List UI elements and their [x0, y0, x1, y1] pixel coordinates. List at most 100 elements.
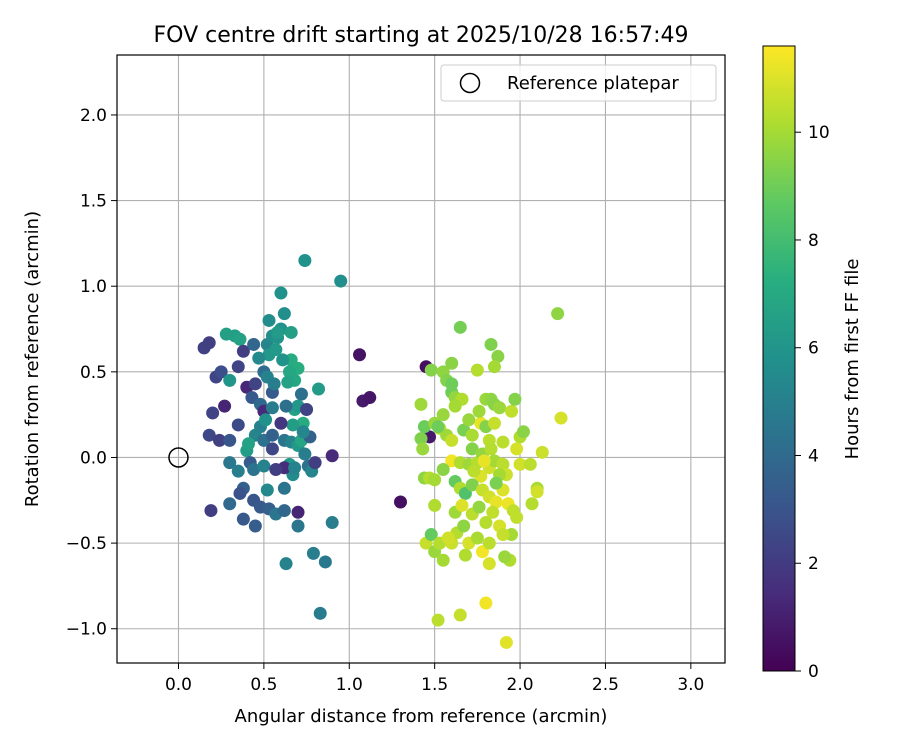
data-point: [436, 462, 450, 476]
data-point: [236, 512, 250, 526]
data-point: [470, 363, 484, 377]
legend-reference-marker: [459, 72, 481, 94]
data-point: [436, 553, 450, 567]
data-point: [489, 476, 503, 490]
data-point: [262, 313, 276, 327]
data-point: [214, 365, 228, 379]
colorbar-label: Hours from first FF file: [842, 259, 863, 460]
y-tick-label: 1.0: [80, 277, 107, 297]
data-point: [291, 505, 305, 519]
y-tick-label: 0.5: [80, 363, 107, 383]
reference-layer: [168, 447, 189, 468]
data-point: [525, 497, 539, 511]
data-point: [477, 454, 491, 468]
data-point: [465, 428, 479, 442]
data-point: [482, 557, 496, 571]
data-point: [505, 404, 519, 418]
data-point: [277, 307, 291, 321]
plot-frame: [116, 54, 726, 664]
data-point: [334, 274, 348, 288]
grid: [117, 55, 725, 663]
colorbar-tick-label: 6: [808, 339, 819, 359]
data-point: [363, 391, 377, 405]
data-point: [233, 332, 247, 346]
data-point: [445, 377, 459, 391]
colorbar-tick-label: 0: [808, 662, 819, 682]
data-point: [281, 375, 295, 389]
data-point: [284, 325, 298, 339]
colorbar: [762, 45, 796, 672]
data-point: [294, 387, 308, 401]
data-point: [493, 401, 507, 415]
data-point: [279, 399, 293, 413]
colorbar-tick-label: 2: [808, 554, 819, 574]
data-point: [291, 519, 305, 533]
data-point: [236, 344, 250, 358]
data-point: [472, 404, 486, 418]
data-point: [202, 336, 216, 350]
data-point: [484, 442, 498, 456]
data-point: [248, 519, 262, 533]
colorbar-tick-label: 4: [808, 446, 819, 466]
data-point: [298, 447, 312, 461]
data-point: [274, 286, 288, 300]
data-point: [353, 348, 367, 362]
data-point: [257, 459, 271, 473]
data-point: [455, 498, 469, 512]
data-point: [296, 425, 310, 439]
data-point: [300, 403, 314, 417]
x-tick-label: 1.0: [336, 675, 363, 695]
data-point: [313, 606, 327, 620]
data-point: [457, 519, 471, 533]
chart-title: FOV centre drift starting at 2025/10/28 …: [154, 23, 689, 48]
data-point: [394, 495, 408, 509]
data-point: [479, 596, 493, 610]
data-point: [233, 486, 247, 500]
data-point: [487, 360, 501, 374]
data-point: [265, 442, 279, 456]
data-point: [260, 483, 274, 497]
data-point: [458, 548, 472, 562]
data-point: [265, 428, 279, 442]
data-point: [496, 528, 510, 542]
data-point: [530, 485, 544, 499]
data-point: [513, 457, 527, 471]
data-point: [231, 464, 245, 478]
data-point: [277, 504, 291, 518]
data-point: [223, 433, 237, 447]
legend: Reference platepar: [440, 64, 717, 102]
y-tick-label: 1.5: [80, 192, 107, 212]
data-point: [491, 349, 505, 363]
data-point: [465, 442, 479, 456]
data-point: [267, 377, 281, 391]
data-point: [436, 408, 450, 422]
data-point: [269, 462, 283, 476]
data-point: [445, 356, 459, 370]
data-point: [223, 456, 237, 470]
data-point: [325, 449, 339, 463]
y-tick-label: 0.0: [80, 448, 107, 468]
colorbar-tick-label: 8: [808, 231, 819, 251]
data-point: [487, 416, 501, 430]
data-point: [489, 495, 503, 509]
data-point: [417, 420, 431, 434]
data-point: [445, 433, 459, 447]
data-point: [223, 497, 237, 511]
data-point: [318, 555, 332, 569]
data-point: [325, 516, 339, 530]
colorbar-ticks: 0 2 4 6 8 10: [795, 123, 830, 682]
data-point: [259, 413, 273, 427]
data-point: [416, 442, 430, 456]
data-point: [274, 416, 288, 430]
data-point: [242, 437, 256, 451]
data-point: [252, 351, 266, 365]
data-point: [424, 528, 438, 542]
data-point: [206, 406, 220, 420]
legend-box: [440, 64, 717, 102]
data-point: [312, 382, 326, 396]
data-point: [276, 353, 290, 367]
data-point: [510, 510, 524, 524]
data-point: [462, 413, 476, 427]
data-point: [212, 433, 226, 447]
